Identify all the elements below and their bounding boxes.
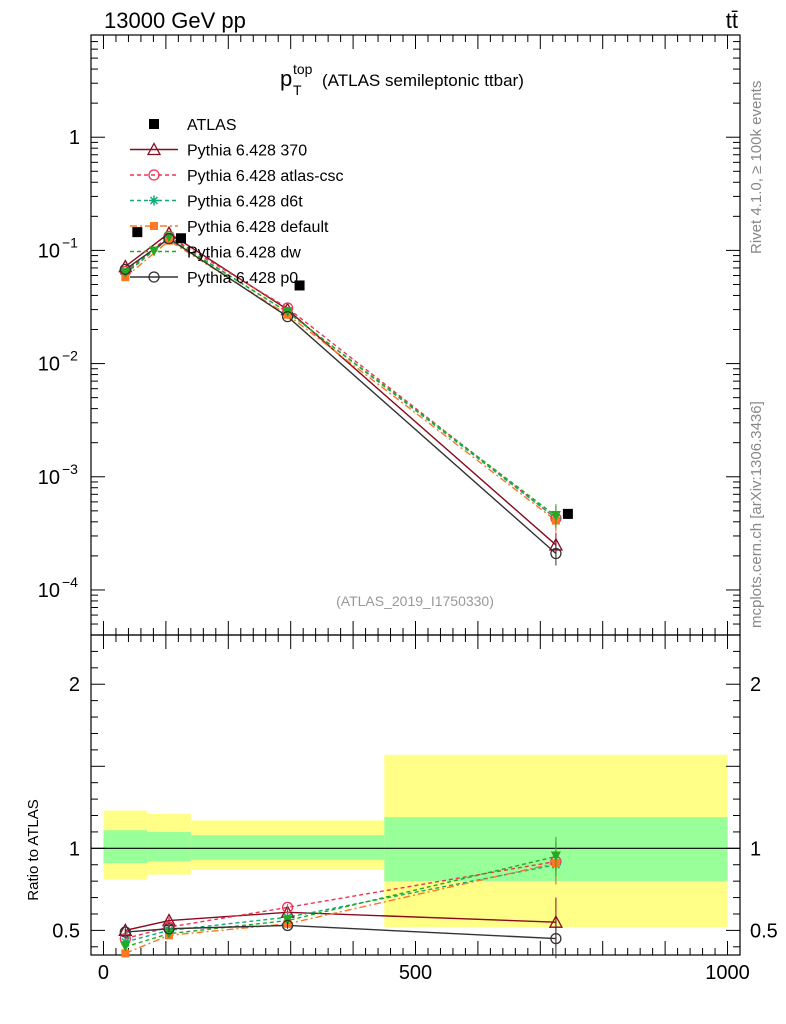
ratio-point: [119, 926, 131, 938]
series-line: [124, 237, 557, 555]
legend-label: Pythia 6.428 d6t: [187, 194, 303, 211]
y-tick-exponent: −3: [62, 461, 78, 477]
y-tick-label: 10: [38, 580, 60, 602]
ratio-series: [118, 836, 564, 959]
legend-marker: [148, 271, 160, 283]
series-line: [124, 232, 557, 546]
legend-entry: Pythia 6.428 p0: [130, 270, 298, 287]
title-sub: T: [293, 82, 302, 98]
y-tick-label: 1: [69, 127, 80, 149]
ratio-line: [125, 862, 557, 955]
ratio-point: [281, 919, 294, 932]
y-tick-label: 10: [38, 467, 60, 489]
title-rest: (ATLAS semileptonic ttbar): [322, 71, 524, 90]
legend-entry: Pythia 6.428 d6t: [130, 194, 303, 211]
legend-entry: Pythia 6.428 dw: [130, 245, 301, 262]
data-point: [132, 227, 143, 238]
y-tick-label: 10: [38, 354, 60, 376]
legend-label: ATLAS: [187, 117, 237, 134]
legend-label: Pythia 6.428 default: [187, 219, 329, 236]
legend-marker: [146, 142, 162, 156]
header-right: tt̄: [726, 8, 738, 33]
series-point: [120, 268, 131, 279]
x-tick-label: 0: [98, 962, 109, 984]
series-point: [163, 233, 175, 245]
ratio-point: [120, 941, 131, 952]
ratio-band-inner: [147, 831, 191, 862]
ratio-y-tick-label-right: 2: [750, 674, 761, 696]
legend-label: Pythia 6.428 p0: [187, 270, 298, 287]
ratio-y-tick-label-right: 0.5: [750, 920, 778, 942]
legend-entry: Pythia 6.428 atlas-csc: [130, 168, 344, 185]
mcplots-label: mcplots.cern.ch [arXiv:1306.3436]: [748, 401, 765, 628]
header-left: 13000 GeV pp: [104, 8, 246, 33]
y-tick-label: 10: [38, 240, 60, 262]
ratio-y-tick-label: 1: [69, 838, 80, 860]
main-axes: 10 −410 −310 −210 −11: [38, 34, 741, 636]
title-sup: top: [293, 61, 313, 77]
legend-label: Pythia 6.428 dw: [187, 245, 301, 262]
ratio-bands: [103, 754, 728, 928]
data-point: [294, 280, 305, 291]
ratio-point: [163, 923, 175, 935]
main-series: [118, 225, 573, 566]
legend-marker: [149, 246, 159, 257]
legend-entry: Pythia 6.428 default: [130, 219, 329, 236]
series-point: [281, 310, 294, 323]
x-tick-label: 500: [399, 962, 432, 984]
legend-entry: Pythia 6.428 370: [130, 142, 307, 160]
ratio-y-tick-label: 0.5: [52, 920, 80, 942]
data-point: [176, 233, 187, 244]
ratio-line: [125, 924, 556, 940]
analysis-watermark: (ATLAS_2019_I1750330): [336, 593, 494, 609]
ratio-band-inner: [103, 830, 148, 864]
y-tick-exponent: −1: [62, 234, 78, 250]
ratio-axes: 0.5 0.5 1 1 2 2 0 500 1000: [52, 634, 778, 984]
legend-marker: [149, 195, 159, 206]
series-point: [119, 263, 131, 276]
legend-entry-data: ATLAS: [149, 117, 237, 134]
legend-label: Pythia 6.428 370: [187, 143, 307, 160]
x-tick-label: 1000: [705, 962, 750, 984]
rivet-label: Rivet 4.1.0, ≥ 100k events: [748, 81, 765, 254]
ratio-y-tick-label: 2: [69, 674, 80, 696]
title-p: p: [280, 66, 292, 91]
ratio-panel: 0.5 0.5 1 1 2 2 0 500 1000 Ratio to ATLAS: [25, 634, 778, 984]
series-line: [124, 236, 557, 517]
legend: ATLAS Pythia 6.428 370 Pythia 6.428 atlas-…: [130, 117, 344, 287]
ratio-point: [121, 949, 130, 958]
legend-marker: [150, 222, 158, 230]
ratio-band-inner: [190, 835, 385, 860]
ratio-point: [550, 932, 562, 945]
ratio-ylabel: Ratio to ATLAS: [25, 799, 42, 900]
ratio-point: [550, 851, 561, 862]
data-point: [562, 508, 573, 519]
legend-marker: [148, 169, 160, 181]
ratio-y-tick-label-right: 1: [750, 838, 761, 860]
legend-label: Pythia 6.428 atlas-csc: [187, 168, 344, 185]
y-tick-exponent: −4: [62, 574, 78, 590]
ratio-line: [125, 860, 557, 940]
ratio-line: [125, 864, 557, 943]
y-tick-exponent: −2: [62, 348, 78, 364]
legend-marker: [149, 119, 159, 129]
ratio-line: [125, 911, 556, 932]
